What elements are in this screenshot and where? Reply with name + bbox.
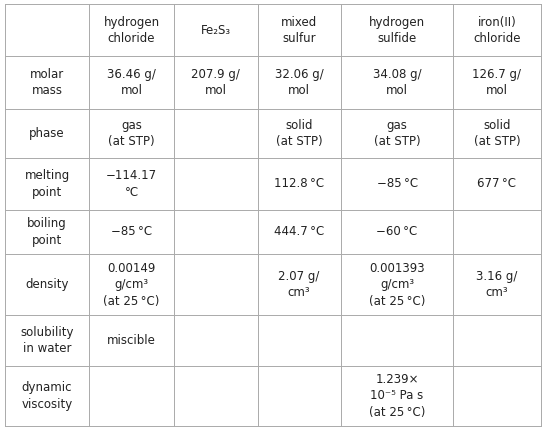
Text: −85 °C: −85 °C <box>111 225 152 238</box>
Text: solid
(at STP): solid (at STP) <box>473 119 520 148</box>
Text: −60 °C: −60 °C <box>376 225 418 238</box>
Text: melting
point: melting point <box>25 169 70 199</box>
Text: hydrogen
chloride: hydrogen chloride <box>103 15 159 45</box>
Text: solid
(at STP): solid (at STP) <box>276 119 323 148</box>
Text: 2.07 g/
cm³: 2.07 g/ cm³ <box>278 270 320 299</box>
Text: solubility
in water: solubility in water <box>20 326 74 356</box>
Text: 3.16 g/
cm³: 3.16 g/ cm³ <box>476 270 518 299</box>
Text: gas
(at STP): gas (at STP) <box>108 119 155 148</box>
Text: molar
mass: molar mass <box>30 68 64 98</box>
Text: phase: phase <box>29 127 65 140</box>
Text: Fe₂S₃: Fe₂S₃ <box>201 24 231 37</box>
Text: 677 °C: 677 °C <box>477 178 517 190</box>
Text: dynamic
viscosity: dynamic viscosity <box>21 381 73 411</box>
Text: gas
(at STP): gas (at STP) <box>374 119 420 148</box>
Text: hydrogen
sulfide: hydrogen sulfide <box>369 15 425 45</box>
Text: miscible: miscible <box>107 334 156 347</box>
Text: 32.06 g/
mol: 32.06 g/ mol <box>275 68 324 98</box>
Text: 0.00149
g/cm³
(at 25 °C): 0.00149 g/cm³ (at 25 °C) <box>103 261 159 307</box>
Text: boiling
point: boiling point <box>27 217 67 246</box>
Text: iron(II)
chloride: iron(II) chloride <box>473 15 521 45</box>
Text: 207.9 g/
mol: 207.9 g/ mol <box>192 68 240 98</box>
Text: 0.001393
g/cm³
(at 25 °C): 0.001393 g/cm³ (at 25 °C) <box>369 261 425 307</box>
Text: 126.7 g/
mol: 126.7 g/ mol <box>472 68 521 98</box>
Text: 34.08 g/
mol: 34.08 g/ mol <box>373 68 422 98</box>
Text: density: density <box>25 278 69 291</box>
Text: 36.46 g/
mol: 36.46 g/ mol <box>107 68 156 98</box>
Text: 1.239×
10⁻⁵ Pa s
(at 25 °C): 1.239× 10⁻⁵ Pa s (at 25 °C) <box>369 373 425 419</box>
Text: −114.17
°C: −114.17 °C <box>106 169 157 199</box>
Text: 112.8 °C: 112.8 °C <box>274 178 324 190</box>
Text: −85 °C: −85 °C <box>377 178 418 190</box>
Text: mixed
sulfur: mixed sulfur <box>281 15 317 45</box>
Text: 444.7 °C: 444.7 °C <box>274 225 324 238</box>
